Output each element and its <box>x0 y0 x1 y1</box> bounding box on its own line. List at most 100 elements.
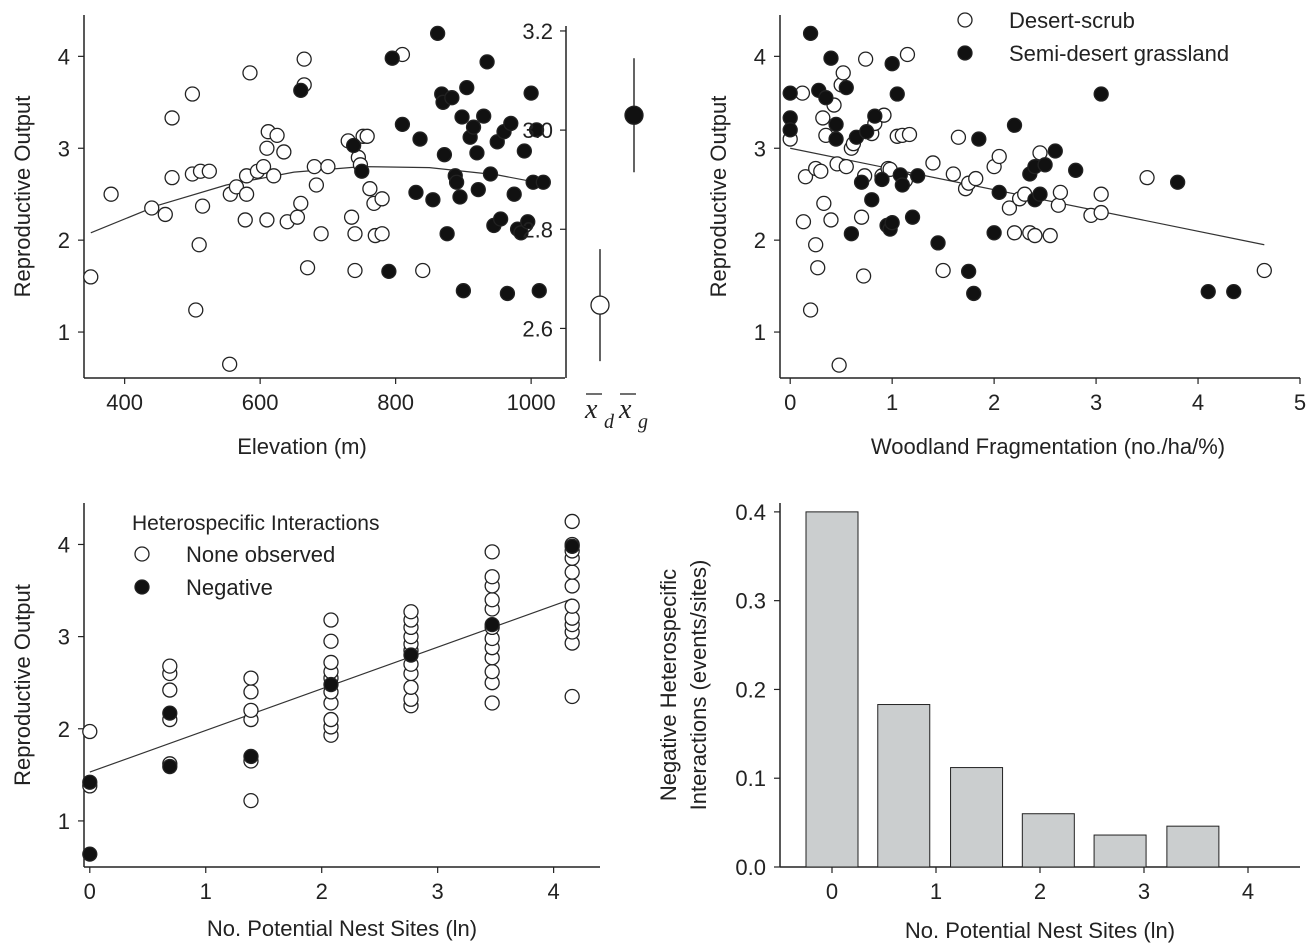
x-tick-label: 0 <box>84 879 96 904</box>
x-tick-label: 1 <box>886 390 898 415</box>
y-axis-label-group: Negative Heterospecific Interactions (eve… <box>656 560 711 811</box>
legend: Heterospecific Interactions None observed… <box>132 512 379 600</box>
data-point-open <box>823 212 839 228</box>
data-point-open <box>269 127 285 144</box>
x-tick-label: 0 <box>826 879 838 904</box>
data-point-filled <box>503 115 519 132</box>
data-point-open <box>188 302 204 318</box>
data-point-open <box>857 51 874 67</box>
x-axis-label: Elevation (m) <box>237 434 367 459</box>
data-point-filled <box>864 192 880 208</box>
data-point-filled <box>448 174 465 190</box>
data-point-open <box>306 158 322 175</box>
data-point-open <box>1139 170 1155 186</box>
data-point-open <box>237 212 253 228</box>
data-point-open <box>795 214 812 230</box>
y-tick-label: 3 <box>754 136 766 161</box>
data-point-open <box>313 226 329 242</box>
data-point-open <box>797 169 814 185</box>
data-point-filled <box>425 192 441 208</box>
data-point-open <box>362 181 378 197</box>
data-point-open <box>243 670 259 686</box>
data-point-filled <box>838 79 854 96</box>
data-point-filled <box>828 131 844 147</box>
data-point-open <box>194 198 211 214</box>
data-point-open <box>222 356 238 372</box>
bar <box>1166 825 1220 868</box>
data-point-open <box>945 166 961 182</box>
data-point-filled <box>564 538 580 554</box>
y-tick-label: 4 <box>58 44 70 69</box>
data-point-filled <box>966 285 982 302</box>
data-point-filled <box>323 676 339 693</box>
data-point-filled <box>884 215 900 231</box>
data-point-open <box>415 262 431 279</box>
panel-1: 400 600 800 1000 1 2 3 4 Elevation (m) Reproducti… <box>10 15 648 459</box>
data-point-open <box>347 226 363 242</box>
y-tick-label: 0.3 <box>735 589 766 614</box>
data-point-filled <box>465 119 482 135</box>
data-point-open <box>266 168 282 184</box>
data-point-open <box>403 604 419 620</box>
y-tick-label: 0.2 <box>735 677 766 702</box>
data-point-open <box>1006 225 1023 241</box>
data-point-open <box>228 179 245 195</box>
data-point-open <box>403 679 419 695</box>
data-point-open <box>308 177 325 193</box>
y-axis-label: Interactions (events/sites) <box>686 560 711 811</box>
data-point-filled <box>394 116 411 133</box>
y-tick-label: 3 <box>58 625 70 650</box>
data-point-filled <box>818 90 834 106</box>
data-point-open <box>299 260 316 276</box>
data-point-open <box>144 200 160 216</box>
data-point-open <box>991 148 1007 165</box>
data-point-open <box>564 564 580 580</box>
data-point-filled <box>843 226 860 242</box>
data-point-filled <box>957 45 973 61</box>
panel-2: 0 1 2 3 4 5 1 2 3 4 Woodland Fragmentation (no./ha… <box>706 8 1306 459</box>
data-point-filled <box>243 748 259 765</box>
data-point-filled <box>853 174 870 190</box>
data-point-open <box>1093 186 1109 202</box>
data-point-open <box>82 723 98 740</box>
data-point-filled <box>482 166 499 182</box>
data-point-open <box>564 513 580 530</box>
data-point-open <box>950 129 967 145</box>
data-point-filled <box>930 235 946 251</box>
y-tick-label: 0.4 <box>735 500 766 525</box>
data-point-filled <box>828 116 844 133</box>
data-point-open <box>1001 200 1018 216</box>
data-point-filled <box>782 85 798 101</box>
data-point-filled <box>1226 283 1242 300</box>
data-point-filled <box>1037 157 1053 173</box>
data-point-filled <box>535 174 551 190</box>
data-point-filled <box>894 177 911 193</box>
data-point-filled <box>823 50 839 66</box>
data-point-open <box>1042 227 1058 244</box>
data-point-filled <box>531 283 547 299</box>
data-point-filled <box>528 122 545 138</box>
data-point-open <box>238 186 255 202</box>
data-point-filled <box>506 186 522 202</box>
data-point-open <box>835 65 851 81</box>
bar <box>1021 813 1075 868</box>
data-point-filled <box>479 54 495 70</box>
y-tick-label: 4 <box>58 532 70 557</box>
data-point-filled <box>293 82 309 99</box>
data-point-filled <box>384 50 400 66</box>
data-point-open <box>243 702 259 718</box>
data-point-filled <box>162 758 178 775</box>
data-point-filled <box>523 85 539 101</box>
data-point-open <box>802 302 819 318</box>
data-point-open <box>243 793 259 809</box>
inset-y-tick-label: 3.2 <box>522 19 553 44</box>
data-point-filled <box>1032 186 1048 202</box>
data-point-open <box>901 126 918 143</box>
data-point-filled <box>492 211 509 227</box>
legend-label: None observed <box>186 542 335 567</box>
inset-category-label: x <box>618 394 632 425</box>
data-point-open <box>293 195 309 212</box>
data-point-open <box>855 268 872 284</box>
x-tick-label: 800 <box>377 390 414 415</box>
